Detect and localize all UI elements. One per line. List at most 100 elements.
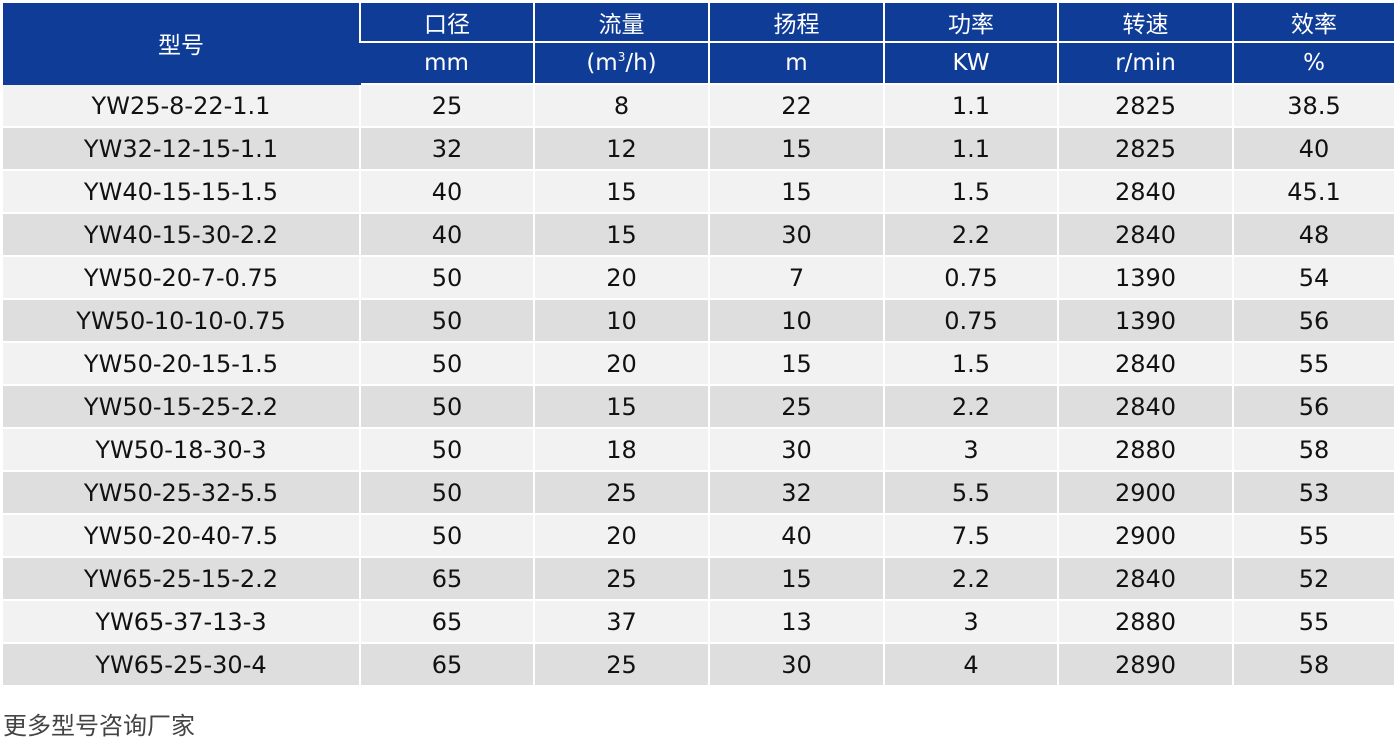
- model-cell: YW32-12-15-1.1: [3, 126, 360, 170]
- table-row: YW50-25-32-5.5 50 25 32 5.5 2900 53: [3, 470, 1394, 514]
- diameter-cell: 50: [359, 470, 534, 514]
- model-cell: YW25-8-22-1.1: [3, 83, 360, 127]
- power-cell: 1.1: [883, 126, 1058, 170]
- table-body: YW25-8-22-1.1 25 8 22 1.1 2825 38.5 YW32-12-15-…: [3, 83, 1394, 685]
- header-flow: 流量: [533, 3, 709, 43]
- speed-cell: 2890: [1057, 642, 1233, 685]
- table-row: YW40-15-30-2.2 40 15 30 2.2 2840 48: [3, 212, 1394, 256]
- model-cell: YW50-10-10-0.75: [3, 298, 360, 342]
- diameter-cell: 40: [359, 212, 534, 256]
- efficiency-cell: 55: [1232, 341, 1394, 385]
- table-row: YW50-20-40-7.5 50 20 40 7.5 2900 55: [3, 513, 1394, 557]
- power-cell: 2.2: [883, 384, 1058, 428]
- speed-cell: 2880: [1057, 599, 1233, 643]
- diameter-cell: 50: [359, 341, 534, 385]
- speed-cell: 1390: [1057, 255, 1233, 299]
- power-cell: 5.5: [883, 470, 1058, 514]
- speed-cell: 2840: [1057, 384, 1233, 428]
- model-cell: YW50-18-30-3: [3, 427, 360, 471]
- efficiency-cell: 55: [1232, 599, 1394, 643]
- table-row: YW65-25-30-4 65 25 30 4 2890 58: [3, 642, 1394, 685]
- header-model: 型号: [3, 3, 360, 85]
- head-cell: 13: [708, 599, 884, 643]
- table-header: 型号 口径 流量 扬程 功率 转速 效率 mm (m3/h) m KW r/mi…: [3, 3, 1394, 85]
- model-cell: YW50-20-40-7.5: [3, 513, 360, 557]
- efficiency-cell: 58: [1232, 642, 1394, 685]
- speed-cell: 2840: [1057, 341, 1233, 385]
- flow-cell: 25: [533, 556, 709, 600]
- power-cell: 1.5: [883, 341, 1058, 385]
- header-speed: 转速: [1057, 3, 1233, 43]
- efficiency-cell: 52: [1232, 556, 1394, 600]
- power-cell: 7.5: [883, 513, 1058, 557]
- flow-cell: 25: [533, 642, 709, 685]
- diameter-cell: 50: [359, 298, 534, 342]
- unit-flow-post: /h): [625, 50, 657, 76]
- diameter-cell: 65: [359, 599, 534, 643]
- flow-cell: 8: [533, 83, 709, 127]
- power-cell: 2.2: [883, 212, 1058, 256]
- model-cell: YW40-15-15-1.5: [3, 169, 360, 213]
- head-cell: 15: [708, 169, 884, 213]
- model-cell: YW50-25-32-5.5: [3, 470, 360, 514]
- table-row: YW32-12-15-1.1 32 12 15 1.1 2825 40: [3, 126, 1394, 170]
- head-cell: 15: [708, 341, 884, 385]
- power-cell: 3: [883, 599, 1058, 643]
- model-cell: YW65-37-13-3: [3, 599, 360, 643]
- header-head: 扬程: [708, 3, 884, 43]
- table-row: YW65-25-15-2.2 65 25 15 2.2 2840 52: [3, 556, 1394, 600]
- head-cell: 7: [708, 255, 884, 299]
- speed-cell: 2900: [1057, 513, 1233, 557]
- table-row: YW40-15-15-1.5 40 15 15 1.5 2840 45.1: [3, 169, 1394, 213]
- diameter-cell: 50: [359, 427, 534, 471]
- efficiency-cell: 55: [1232, 513, 1394, 557]
- power-cell: 4: [883, 642, 1058, 685]
- speed-cell: 2840: [1057, 212, 1233, 256]
- unit-flow-pre: (m: [586, 50, 618, 76]
- flow-cell: 15: [533, 212, 709, 256]
- unit-head: m: [708, 42, 884, 85]
- efficiency-cell: 58: [1232, 427, 1394, 471]
- diameter-cell: 32: [359, 126, 534, 170]
- efficiency-cell: 56: [1232, 384, 1394, 428]
- header-diameter: 口径: [359, 3, 534, 43]
- footer-note: 更多型号咨询厂家: [3, 712, 195, 740]
- efficiency-cell: 40: [1232, 126, 1394, 170]
- unit-power: KW: [883, 42, 1058, 85]
- head-cell: 30: [708, 642, 884, 685]
- speed-cell: 2840: [1057, 169, 1233, 213]
- head-cell: 32: [708, 470, 884, 514]
- diameter-cell: 65: [359, 556, 534, 600]
- flow-cell: 15: [533, 384, 709, 428]
- flow-cell: 20: [533, 341, 709, 385]
- speed-cell: 1390: [1057, 298, 1233, 342]
- unit-efficiency: %: [1232, 42, 1394, 85]
- diameter-cell: 50: [359, 255, 534, 299]
- head-cell: 15: [708, 126, 884, 170]
- table-row: YW50-10-10-0.75 50 10 10 0.75 1390 56: [3, 298, 1394, 342]
- diameter-cell: 65: [359, 642, 534, 685]
- header-unit-row: mm (m3/h) m KW r/min %: [3, 42, 1394, 85]
- model-cell: YW65-25-15-2.2: [3, 556, 360, 600]
- table-row: YW50-15-25-2.2 50 15 25 2.2 2840 56: [3, 384, 1394, 428]
- efficiency-cell: 38.5: [1232, 83, 1394, 127]
- unit-flow-sup: 3: [617, 50, 626, 64]
- power-cell: 1.5: [883, 169, 1058, 213]
- diameter-cell: 50: [359, 513, 534, 557]
- power-cell: 1.1: [883, 83, 1058, 127]
- speed-cell: 2825: [1057, 126, 1233, 170]
- diameter-cell: 40: [359, 169, 534, 213]
- head-cell: 40: [708, 513, 884, 557]
- head-cell: 30: [708, 427, 884, 471]
- table-row: YW25-8-22-1.1 25 8 22 1.1 2825 38.5: [3, 83, 1394, 127]
- unit-diameter: mm: [360, 42, 534, 85]
- efficiency-cell: 45.1: [1232, 169, 1394, 213]
- header-efficiency: 效率: [1232, 3, 1394, 43]
- flow-cell: 37: [533, 599, 709, 643]
- head-cell: 30: [708, 212, 884, 256]
- unit-speed: r/min: [1057, 42, 1233, 85]
- table-row: YW50-20-15-1.5 50 20 15 1.5 2840 55: [3, 341, 1394, 385]
- efficiency-cell: 53: [1232, 470, 1394, 514]
- pump-spec-table: 型号 口径 流量 扬程 功率 转速 效率 mm (m3/h) m KW r/mi…: [3, 3, 1394, 685]
- head-cell: 15: [708, 556, 884, 600]
